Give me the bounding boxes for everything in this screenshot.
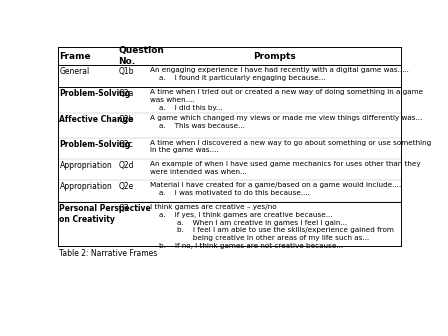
Text: A time when I discovered a new way to go about something or use something
in the: A time when I discovered a new way to go… [150, 140, 431, 154]
Text: Appropriation: Appropriation [60, 161, 112, 170]
Text: Table 2: Narrative Frames: Table 2: Narrative Frames [60, 249, 158, 258]
Text: Q2c: Q2c [118, 140, 133, 149]
Text: Frame: Frame [60, 52, 91, 60]
Text: Q2b: Q2b [118, 115, 134, 124]
Text: Prompts: Prompts [254, 52, 296, 60]
Text: Q1b: Q1b [118, 67, 134, 76]
Text: Q3: Q3 [118, 204, 129, 213]
Text: Q2e: Q2e [118, 182, 134, 191]
Text: Affective Change: Affective Change [60, 115, 134, 124]
Text: I think games are creative – yes/no
    a.    If yes, I think games are creative: I think games are creative – yes/no a. I… [150, 204, 394, 249]
Text: An example of when I have used game mechanics for uses other than they
were inte: An example of when I have used game mech… [150, 161, 420, 175]
Text: A time when I tried out or created a new way of doing something in a game
was wh: A time when I tried out or created a new… [150, 89, 423, 111]
Text: Q2a: Q2a [118, 89, 134, 98]
Text: Material I have created for a game/based on a game would include....
    a.    I: Material I have created for a game/based… [150, 182, 401, 196]
Text: A game which changed my views or made me view things differently was...
    a.  : A game which changed my views or made me… [150, 115, 422, 129]
Text: An engaging experience I have had recently with a digital game was.....
    a.  : An engaging experience I have had recent… [150, 67, 409, 81]
Text: Problem-Solving: Problem-Solving [60, 140, 131, 149]
Text: Appropriation: Appropriation [60, 182, 112, 191]
Text: Question
No.: Question No. [118, 46, 164, 66]
Text: Problem-Solving: Problem-Solving [60, 89, 131, 98]
Text: Q2d: Q2d [118, 161, 134, 170]
Text: General: General [60, 67, 90, 76]
Text: Personal Perspective
on Creativity: Personal Perspective on Creativity [60, 204, 151, 224]
